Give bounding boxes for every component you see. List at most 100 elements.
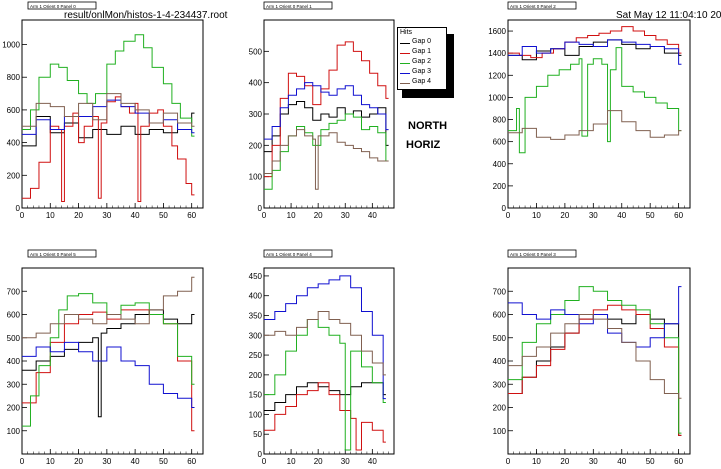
x-tick-label: 10 bbox=[532, 211, 541, 220]
y-tick-label: 250 bbox=[249, 351, 263, 360]
x-tick-label: 40 bbox=[617, 457, 626, 466]
panel-title-box bbox=[507, 1, 577, 10]
y-tick-label: 0 bbox=[258, 450, 263, 459]
panel-title: Arm 1 Orient 0 Panel 0 bbox=[30, 4, 76, 9]
histogram-series-line bbox=[22, 293, 195, 427]
panel-title: Arm 1 Orient 0 Panel 3 bbox=[510, 252, 556, 257]
histogram-series-line bbox=[264, 129, 389, 190]
panel-frame bbox=[21, 19, 204, 209]
panel-title-box bbox=[263, 249, 333, 258]
x-tick-label: 10 bbox=[287, 457, 296, 466]
legend-swatch bbox=[400, 73, 410, 74]
x-tick-label: 30 bbox=[102, 457, 111, 466]
x-tick-label: 20 bbox=[74, 211, 83, 220]
y-tick-label: 300 bbox=[7, 380, 21, 389]
x-tick-label: 60 bbox=[187, 457, 196, 466]
y-tick-label: 1000 bbox=[488, 93, 506, 102]
y-tick-label: 600 bbox=[493, 138, 507, 147]
histogram-series-line bbox=[508, 26, 682, 59]
north-label: NORTH bbox=[408, 120, 448, 132]
y-tick-label: 100 bbox=[7, 427, 21, 436]
histogram-series-line bbox=[22, 96, 195, 202]
x-tick-label: 40 bbox=[131, 457, 140, 466]
histogram-series-line bbox=[22, 99, 195, 135]
histogram-series-line bbox=[508, 314, 682, 399]
legend-swatch bbox=[400, 83, 410, 84]
y-tick-label: 100 bbox=[249, 410, 263, 419]
panel-frame bbox=[263, 267, 395, 455]
histogram-series-line bbox=[22, 341, 195, 408]
legend-swatch bbox=[400, 63, 410, 64]
y-tick-label: 0 bbox=[16, 204, 21, 213]
legend-entry: Gap 4 bbox=[400, 78, 446, 88]
legend-label: Gap 4 bbox=[412, 78, 432, 85]
histogram-panel: Arm 1 Orient 0 Panel 5 0 10 20 30 40 50 60 100 20… bbox=[7, 249, 204, 466]
y-tick-label: 450 bbox=[249, 272, 263, 281]
y-tick-label: 500 bbox=[249, 47, 263, 56]
y-tick-label: 800 bbox=[7, 73, 21, 82]
panel-title: Arm 1 Orient 0 Panel 1 bbox=[266, 4, 312, 9]
y-tick-label: 600 bbox=[7, 106, 21, 115]
y-tick-label: 400 bbox=[493, 357, 507, 366]
histogram-series-line bbox=[508, 39, 682, 61]
panel-title-box bbox=[27, 249, 97, 258]
histogram-series-line bbox=[22, 34, 195, 137]
y-tick-label: 200 bbox=[493, 404, 507, 413]
y-tick-label: 100 bbox=[249, 173, 263, 182]
y-tick-label: 0 bbox=[502, 204, 507, 213]
x-tick-label: 20 bbox=[314, 457, 323, 466]
x-tick-label: 0 bbox=[20, 457, 25, 466]
legend-label: Gap 3 bbox=[412, 68, 432, 75]
x-tick-label: 40 bbox=[368, 457, 377, 466]
histogram-panel: Arm 1 Orient 0 Panel 00 10 20 30 40 50 6002004… bbox=[2, 1, 204, 220]
histogram-series-line bbox=[264, 382, 386, 451]
x-tick-label: 30 bbox=[589, 457, 598, 466]
panel-frame bbox=[507, 19, 691, 209]
x-tick-label: 30 bbox=[589, 211, 598, 220]
x-tick-label: 60 bbox=[674, 457, 683, 466]
histogram-series-line bbox=[264, 275, 386, 400]
y-tick-label: 800 bbox=[493, 116, 507, 125]
x-tick-label: 10 bbox=[46, 457, 55, 466]
histogram-series-line bbox=[22, 276, 195, 339]
panel-title-box bbox=[507, 249, 577, 258]
y-tick-label: 200 bbox=[7, 171, 21, 180]
x-tick-label: 50 bbox=[646, 211, 655, 220]
y-tick-label: 200 bbox=[493, 182, 507, 191]
histogram-series-line bbox=[264, 41, 389, 178]
legend-label: Gap 0 bbox=[412, 38, 432, 45]
histogram-series-line bbox=[508, 304, 682, 436]
y-tick-label: 200 bbox=[249, 371, 263, 380]
panel-title: Arm 1 Orient 0 Panel 5 bbox=[30, 252, 76, 257]
y-tick-label: 700 bbox=[7, 287, 21, 296]
histogram-series-line bbox=[264, 318, 386, 451]
y-tick-label: 100 bbox=[493, 427, 507, 436]
panel-title-box bbox=[27, 1, 97, 10]
histogram-series-line bbox=[264, 311, 386, 376]
histogram-series-line bbox=[508, 39, 682, 65]
histogram-series-line bbox=[264, 100, 389, 153]
x-tick-label: 0 bbox=[262, 457, 267, 466]
y-tick-label: 50 bbox=[253, 430, 262, 439]
x-tick-label: 50 bbox=[159, 211, 168, 220]
x-tick-label: 20 bbox=[74, 457, 83, 466]
y-tick-label: 200 bbox=[7, 404, 21, 413]
horiz-label: HORIZ bbox=[406, 139, 441, 151]
x-tick-label: 0 bbox=[506, 457, 511, 466]
x-tick-label: 30 bbox=[341, 211, 350, 220]
x-tick-label: 20 bbox=[314, 211, 323, 220]
legend-label: Gap 2 bbox=[412, 58, 432, 65]
histogram-panel: Arm 1 Orient 0 Panel 10 10 20 30 40010020030… bbox=[249, 1, 395, 220]
histogram-series-line bbox=[22, 309, 195, 418]
histogram-series-line bbox=[22, 112, 195, 147]
y-tick-label: 0 bbox=[258, 204, 263, 213]
x-tick-label: 60 bbox=[674, 211, 683, 220]
panel-title-box bbox=[263, 1, 333, 10]
x-tick-label: 10 bbox=[46, 211, 55, 220]
panel-title: Arm 1 Orient 0 Panel 2 bbox=[510, 4, 556, 9]
y-tick-label: 400 bbox=[493, 160, 507, 169]
panel-frame bbox=[507, 267, 691, 455]
y-tick-label: 300 bbox=[493, 380, 507, 389]
histogram-panel: Arm 1 Orient 0 Panel 3 0 10 20 30 40 50 60 100 20… bbox=[493, 249, 691, 466]
legend-swatch bbox=[400, 43, 410, 44]
